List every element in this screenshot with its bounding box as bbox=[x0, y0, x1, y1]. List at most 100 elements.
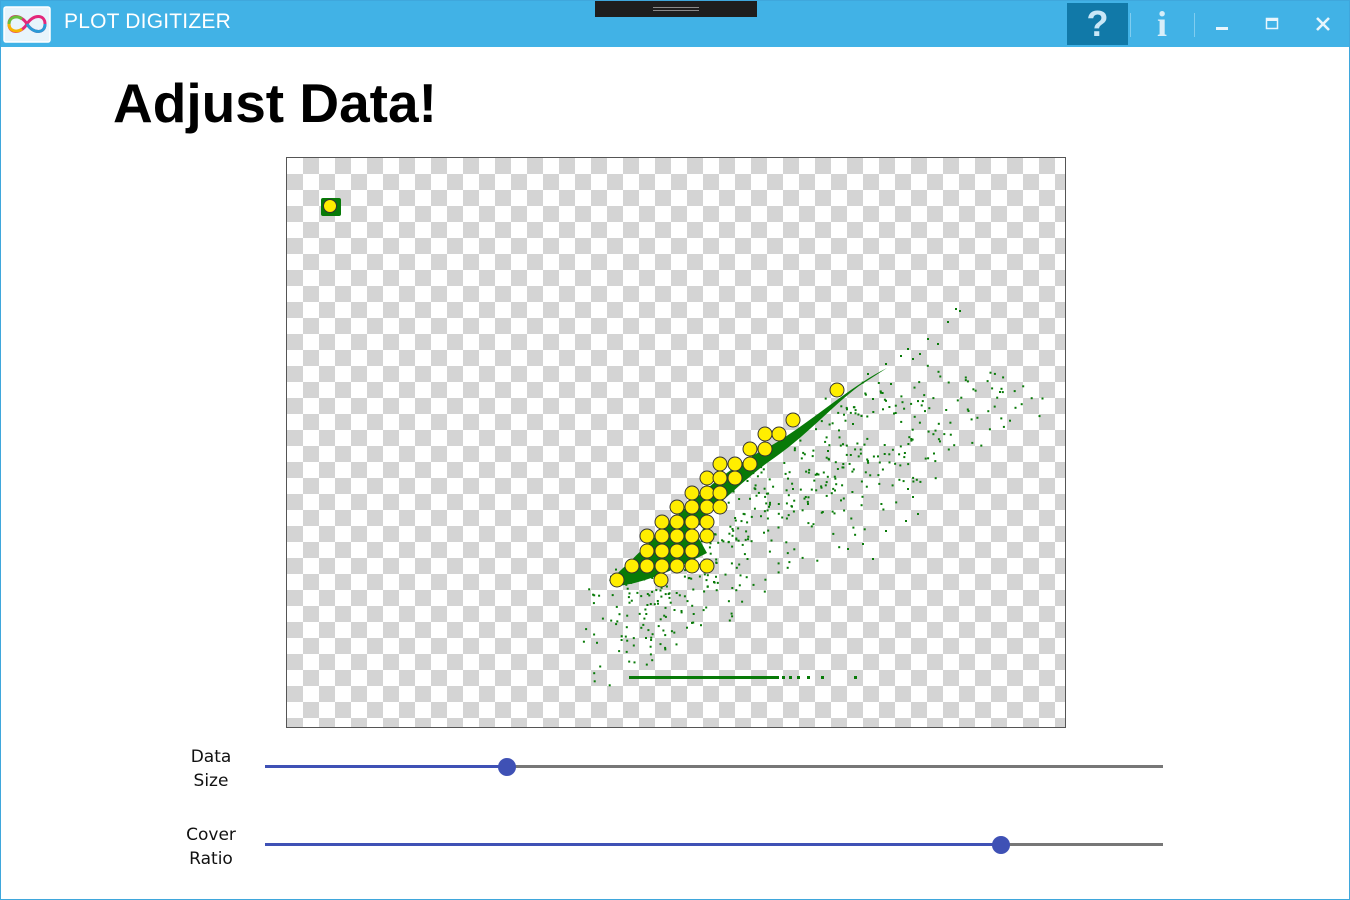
data-pixel bbox=[630, 599, 633, 602]
slider-thumb[interactable] bbox=[498, 758, 517, 776]
data-pixel bbox=[789, 676, 792, 679]
plot-canvas[interactable] bbox=[286, 157, 1066, 728]
data-pixel bbox=[608, 684, 611, 687]
data-pixel bbox=[657, 602, 659, 605]
data-pixel bbox=[899, 464, 902, 467]
data-pixel bbox=[628, 601, 631, 604]
data-pixel bbox=[717, 541, 720, 544]
data-pixel bbox=[852, 468, 855, 471]
data-pixel bbox=[1038, 415, 1041, 418]
data-pixel bbox=[857, 455, 860, 458]
slider-thumb[interactable] bbox=[992, 836, 1011, 854]
data-pixel bbox=[659, 643, 662, 646]
data-pixel bbox=[787, 477, 789, 480]
data-pixel bbox=[869, 474, 872, 477]
data-marker bbox=[712, 499, 728, 515]
data-pixel bbox=[1000, 417, 1003, 420]
data-marker bbox=[771, 426, 787, 442]
data-pixel bbox=[826, 475, 829, 478]
data-marker bbox=[727, 470, 743, 486]
data-pixel bbox=[764, 495, 767, 498]
data-pixel bbox=[620, 635, 623, 638]
data-pixel bbox=[993, 405, 996, 408]
data-pixel bbox=[662, 629, 665, 632]
data-size-slider[interactable] bbox=[265, 755, 1163, 779]
minimize-button[interactable] bbox=[1197, 3, 1247, 45]
data-pixel bbox=[888, 453, 891, 456]
data-pixel bbox=[743, 513, 746, 516]
data-pixel bbox=[705, 606, 708, 609]
data-pixel bbox=[777, 512, 780, 515]
data-pixel bbox=[859, 448, 862, 451]
data-pixel bbox=[763, 531, 765, 534]
data-marker bbox=[684, 543, 700, 559]
data-pixel bbox=[856, 442, 859, 445]
data-pixel bbox=[824, 440, 827, 443]
cover-ratio-slider[interactable] bbox=[265, 833, 1163, 857]
help-button[interactable]: ? bbox=[1067, 3, 1128, 45]
data-pixel bbox=[655, 589, 658, 592]
data-pixel bbox=[770, 539, 773, 542]
data-pixel bbox=[828, 423, 831, 426]
data-pixel bbox=[964, 376, 967, 379]
data-pixel bbox=[987, 410, 990, 413]
drag-handle[interactable] bbox=[595, 1, 757, 17]
data-pixel bbox=[879, 390, 882, 393]
app-title: PLOT DIGITIZER bbox=[64, 10, 231, 33]
data-pixel bbox=[913, 386, 916, 389]
data-pixel bbox=[1013, 390, 1016, 393]
data-pixel bbox=[937, 343, 939, 345]
data-pixel bbox=[702, 609, 705, 612]
data-pixel bbox=[854, 448, 857, 451]
data-pixel bbox=[632, 637, 635, 640]
data-pixel bbox=[762, 468, 765, 471]
data-marker bbox=[669, 558, 685, 574]
data-pixel bbox=[664, 593, 667, 596]
data-pixel bbox=[598, 594, 601, 597]
data-pixel bbox=[891, 484, 894, 487]
data-pixel bbox=[728, 532, 731, 535]
data-pixel bbox=[593, 672, 596, 675]
close-button[interactable] bbox=[1297, 3, 1349, 45]
data-pixel bbox=[934, 429, 937, 432]
data-pixel bbox=[1001, 391, 1004, 394]
data-pixel bbox=[932, 433, 935, 436]
data-pixel bbox=[860, 504, 863, 507]
data-pixel bbox=[895, 501, 898, 504]
data-pixel bbox=[993, 372, 996, 375]
data-marker bbox=[742, 456, 758, 472]
data-marker bbox=[639, 543, 655, 559]
data-pixel bbox=[680, 611, 683, 614]
data-pixel bbox=[842, 497, 845, 500]
data-pixel bbox=[743, 553, 746, 556]
data-pixel bbox=[854, 412, 857, 415]
data-pixel bbox=[715, 575, 717, 578]
maximize-button[interactable] bbox=[1247, 3, 1297, 45]
data-pixel bbox=[593, 633, 596, 636]
data-pixel bbox=[731, 534, 734, 537]
data-pixel bbox=[924, 457, 927, 460]
data-pixel bbox=[654, 571, 657, 574]
data-pixel bbox=[878, 482, 881, 485]
data-pixel bbox=[750, 540, 753, 543]
data-pixel bbox=[861, 495, 864, 498]
data-pixel bbox=[792, 510, 795, 513]
data-pixel bbox=[668, 592, 671, 595]
data-pixel bbox=[812, 449, 815, 452]
slider-track[interactable] bbox=[265, 765, 1163, 768]
data-marker bbox=[829, 382, 845, 398]
info-button[interactable]: i bbox=[1133, 3, 1191, 45]
data-pixel bbox=[651, 577, 654, 579]
data-pixel bbox=[784, 472, 787, 475]
data-marker bbox=[669, 514, 685, 530]
data-pixel bbox=[749, 497, 751, 500]
title-bar[interactable]: PLOT DIGITIZER ? i bbox=[1, 1, 1349, 47]
data-pixel bbox=[732, 529, 735, 532]
data-pixel bbox=[657, 625, 660, 628]
data-pixel bbox=[815, 428, 817, 431]
data-pixel bbox=[852, 526, 855, 529]
data-pixel bbox=[678, 594, 681, 597]
data-pixel bbox=[910, 439, 913, 442]
data-pixel bbox=[894, 412, 897, 414]
data-pixel bbox=[970, 418, 973, 421]
